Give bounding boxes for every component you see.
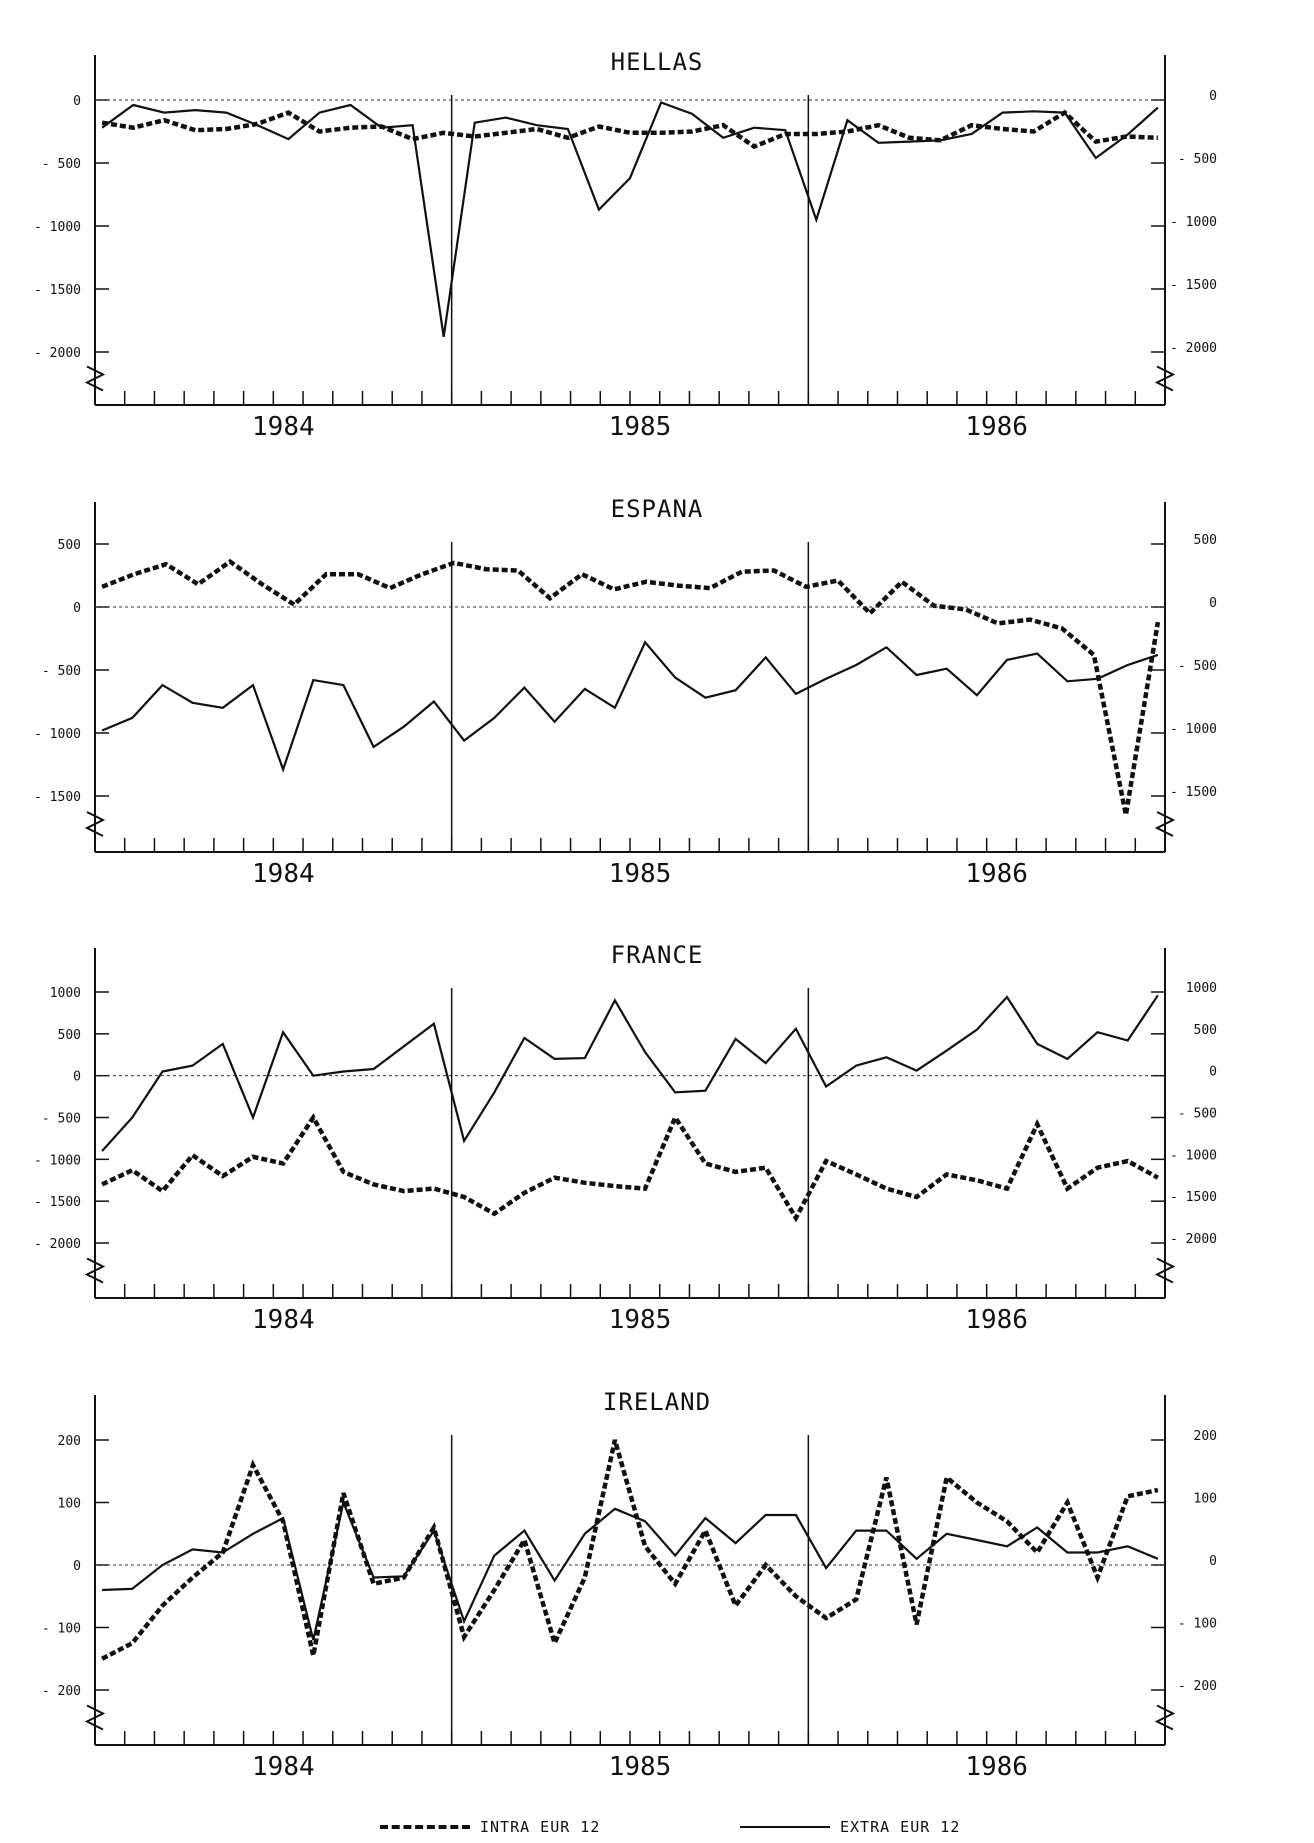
y-tick-label-right: - 500 bbox=[1178, 659, 1217, 674]
panel-france: FRANCE 1000 1000 500 500 0 0 - 500 - 500 - 1000 - … bbox=[34, 941, 1217, 1335]
y-tick-label-left: 500 bbox=[58, 538, 81, 553]
series-line-intra bbox=[101, 1439, 1159, 1661]
y-tick-label-left: 0 bbox=[73, 601, 81, 616]
y-tick-label-right: - 200 bbox=[1178, 1679, 1217, 1694]
y-tick-label-left: 0 bbox=[73, 94, 81, 109]
panel-hellas: HELLAS 0 0 - 500 - 500 - 1000 - 1000 - 1500 - 15… bbox=[34, 48, 1217, 442]
axis-break-right bbox=[1154, 1704, 1176, 1731]
legend-intra-label: INTRA EUR 12 bbox=[480, 1818, 601, 1836]
y-tick-label-right: - 1000 bbox=[1170, 215, 1217, 230]
chart-title: FRANCE bbox=[611, 941, 704, 969]
y-tick-label-right: - 500 bbox=[1178, 1107, 1217, 1122]
series-line-extra bbox=[102, 1498, 1159, 1641]
y-tick-label-left: - 1500 bbox=[34, 1195, 81, 1210]
chart-title: HELLAS bbox=[611, 48, 704, 76]
y-tick-label-right: - 1000 bbox=[1170, 1148, 1217, 1163]
legend-extra-label: EXTRA EUR 12 bbox=[840, 1818, 961, 1836]
legend-intra-swatch bbox=[380, 1825, 470, 1829]
y-tick-label-left: - 1500 bbox=[34, 283, 81, 298]
x-tick-label: 1984 bbox=[252, 1305, 315, 1335]
y-tick-label-left: - 500 bbox=[42, 1112, 81, 1127]
chart-title: ESPANA bbox=[611, 495, 704, 523]
axis-break-left bbox=[84, 1704, 106, 1731]
y-tick-label-right: - 2000 bbox=[1170, 1232, 1217, 1247]
y-tick-label-left: - 1000 bbox=[34, 727, 81, 742]
y-tick-label-left: - 500 bbox=[42, 664, 81, 679]
series-line-extra bbox=[101, 101, 1159, 338]
y-tick-label-left: - 2000 bbox=[34, 1237, 81, 1252]
axis-break-left bbox=[84, 1257, 106, 1284]
panel-espana: ESPANA 500 500 0 0 - 500 - 500 - 1000 - 1000 - 15… bbox=[34, 495, 1217, 889]
y-tick-label-right: - 1000 bbox=[1170, 722, 1217, 737]
y-tick-label-right: 0 bbox=[1209, 596, 1217, 611]
y-tick-label-right: - 500 bbox=[1178, 152, 1217, 167]
y-tick-label-left: - 1000 bbox=[34, 220, 81, 235]
axis-break-right bbox=[1154, 811, 1176, 837]
y-tick-label-right: - 2000 bbox=[1170, 341, 1217, 356]
series-line-intra bbox=[101, 109, 1158, 150]
axis-break-right bbox=[1154, 1257, 1176, 1284]
legend-intra: INTRA EUR 12 bbox=[380, 1817, 600, 1837]
y-tick-label-left: 500 bbox=[58, 1028, 81, 1043]
y-tick-label-right: - 1500 bbox=[1170, 785, 1217, 800]
y-tick-label-left: 0 bbox=[73, 1070, 81, 1085]
y-tick-label-left: - 1000 bbox=[34, 1153, 81, 1168]
y-tick-label-right: - 1500 bbox=[1170, 278, 1217, 293]
y-tick-label-right: 500 bbox=[1194, 533, 1217, 548]
y-tick-label-right: 0 bbox=[1209, 1065, 1217, 1080]
y-tick-label-right: 500 bbox=[1194, 1023, 1217, 1038]
y-tick-label-left: 200 bbox=[58, 1434, 81, 1449]
y-tick-label-right: 0 bbox=[1209, 89, 1217, 104]
x-tick-label: 1986 bbox=[965, 412, 1028, 442]
x-tick-label: 1985 bbox=[609, 412, 672, 442]
y-tick-label-right: 200 bbox=[1194, 1429, 1217, 1444]
chart-title: IRELAND bbox=[603, 1388, 711, 1416]
x-tick-label: 1985 bbox=[609, 1752, 672, 1782]
x-tick-label: 1984 bbox=[252, 412, 315, 442]
y-tick-label-right: - 1500 bbox=[1170, 1190, 1217, 1205]
axis-break-left bbox=[84, 365, 106, 392]
axis-break-right bbox=[1154, 365, 1176, 392]
x-tick-label: 1986 bbox=[965, 1305, 1028, 1335]
x-tick-label: 1986 bbox=[965, 1752, 1028, 1782]
y-tick-label-left: 1000 bbox=[50, 986, 81, 1001]
series-line-intra bbox=[101, 1112, 1159, 1223]
y-tick-label-left: 100 bbox=[58, 1497, 81, 1512]
y-tick-label-left: 0 bbox=[73, 1559, 81, 1574]
legend-extra-swatch bbox=[740, 1826, 830, 1828]
series-line-intra bbox=[101, 558, 1161, 816]
y-tick-label-right: 0 bbox=[1209, 1554, 1217, 1569]
x-tick-label: 1985 bbox=[609, 859, 672, 889]
y-tick-label-left: - 100 bbox=[42, 1622, 81, 1637]
x-tick-label: 1986 bbox=[965, 859, 1028, 889]
y-tick-label-right: - 100 bbox=[1178, 1617, 1217, 1632]
x-tick-label: 1984 bbox=[252, 859, 315, 889]
series-line-extra bbox=[101, 640, 1159, 773]
y-tick-label-right: 100 bbox=[1194, 1492, 1217, 1507]
panel-ireland: IRELAND 200 200 100 100 0 0 - 100 - 100 - 200 - 20… bbox=[42, 1388, 1217, 1782]
y-tick-label-left: - 500 bbox=[42, 157, 81, 172]
y-tick-label-left: - 200 bbox=[42, 1684, 81, 1699]
y-tick-label-left: - 2000 bbox=[34, 346, 81, 361]
legend-extra: EXTRA EUR 12 bbox=[740, 1817, 960, 1837]
y-tick-label-right: 1000 bbox=[1186, 981, 1217, 996]
x-tick-label: 1985 bbox=[609, 1305, 672, 1335]
series-line-extra bbox=[101, 994, 1159, 1152]
y-tick-label-left: - 1500 bbox=[34, 790, 81, 805]
x-tick-label: 1984 bbox=[252, 1752, 315, 1782]
axis-break-left bbox=[84, 811, 106, 837]
